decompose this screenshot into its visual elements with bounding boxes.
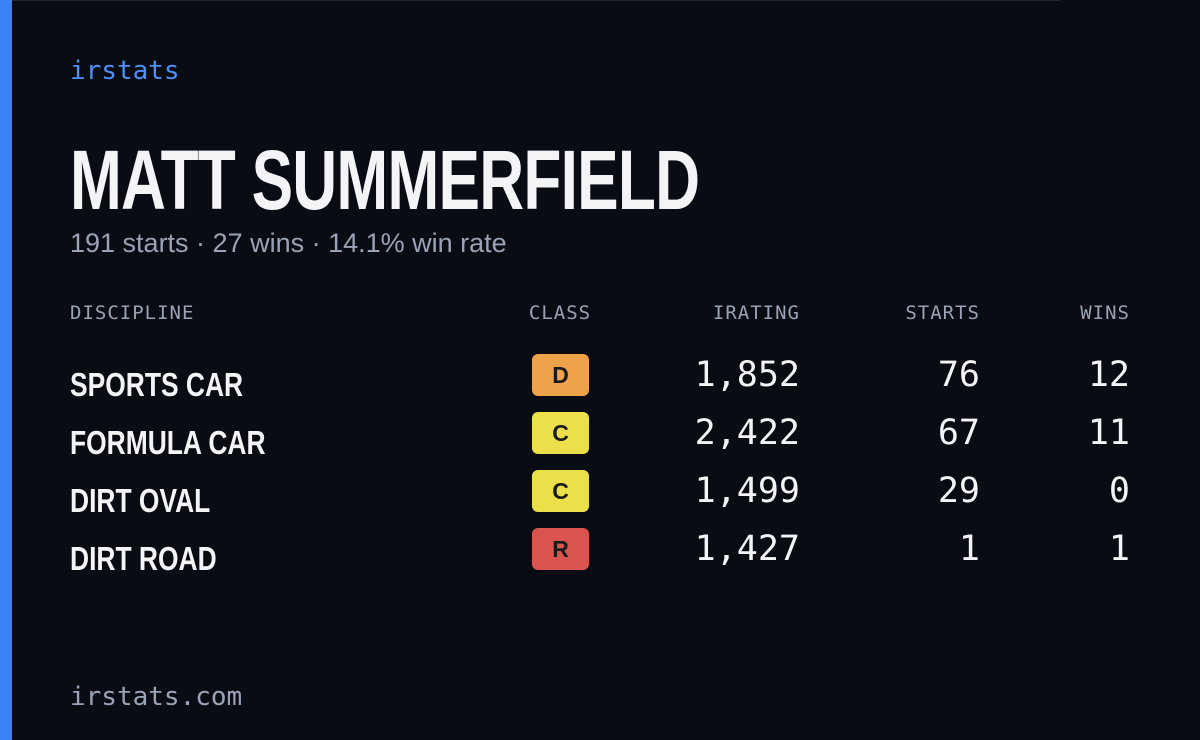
column-header: CLASS — [528, 302, 592, 324]
column-header: WINS — [1080, 302, 1130, 324]
starts: 1 — [958, 529, 980, 569]
discipline: FORMULA CAR — [70, 424, 266, 461]
brand: irstats — [70, 56, 180, 86]
column-header: DISCIPLINE — [70, 302, 195, 324]
header-rule — [0, 0, 1060, 1]
summary: 191 starts · 27 wins · 14.1% win rate — [70, 228, 507, 258]
player-name: MATT SUMMERFIELD — [70, 133, 700, 227]
column-header: IRATING — [712, 302, 800, 324]
footer-url: irstats.com — [70, 682, 243, 712]
wins: 0 — [1108, 471, 1130, 511]
accent-bar — [0, 0, 12, 740]
wins: 1 — [1108, 529, 1130, 569]
starts: 76 — [937, 355, 980, 395]
starts: 29 — [937, 471, 980, 511]
column-header: STARTS — [905, 302, 980, 324]
wins: 12 — [1087, 355, 1130, 395]
class-badge: C — [532, 470, 589, 512]
starts: 67 — [937, 413, 980, 453]
wins: 11 — [1087, 413, 1130, 453]
discipline: DIRT OVAL — [70, 482, 211, 519]
irating: 2,422 — [694, 413, 800, 453]
class-badge: D — [532, 354, 589, 396]
irating: 1,499 — [694, 471, 800, 511]
discipline: SPORTS CAR — [70, 366, 244, 403]
class-badge: R — [532, 528, 589, 570]
class-badge: C — [532, 412, 589, 454]
irating: 1,852 — [694, 355, 800, 395]
irating: 1,427 — [694, 529, 800, 569]
discipline: DIRT ROAD — [70, 540, 217, 577]
